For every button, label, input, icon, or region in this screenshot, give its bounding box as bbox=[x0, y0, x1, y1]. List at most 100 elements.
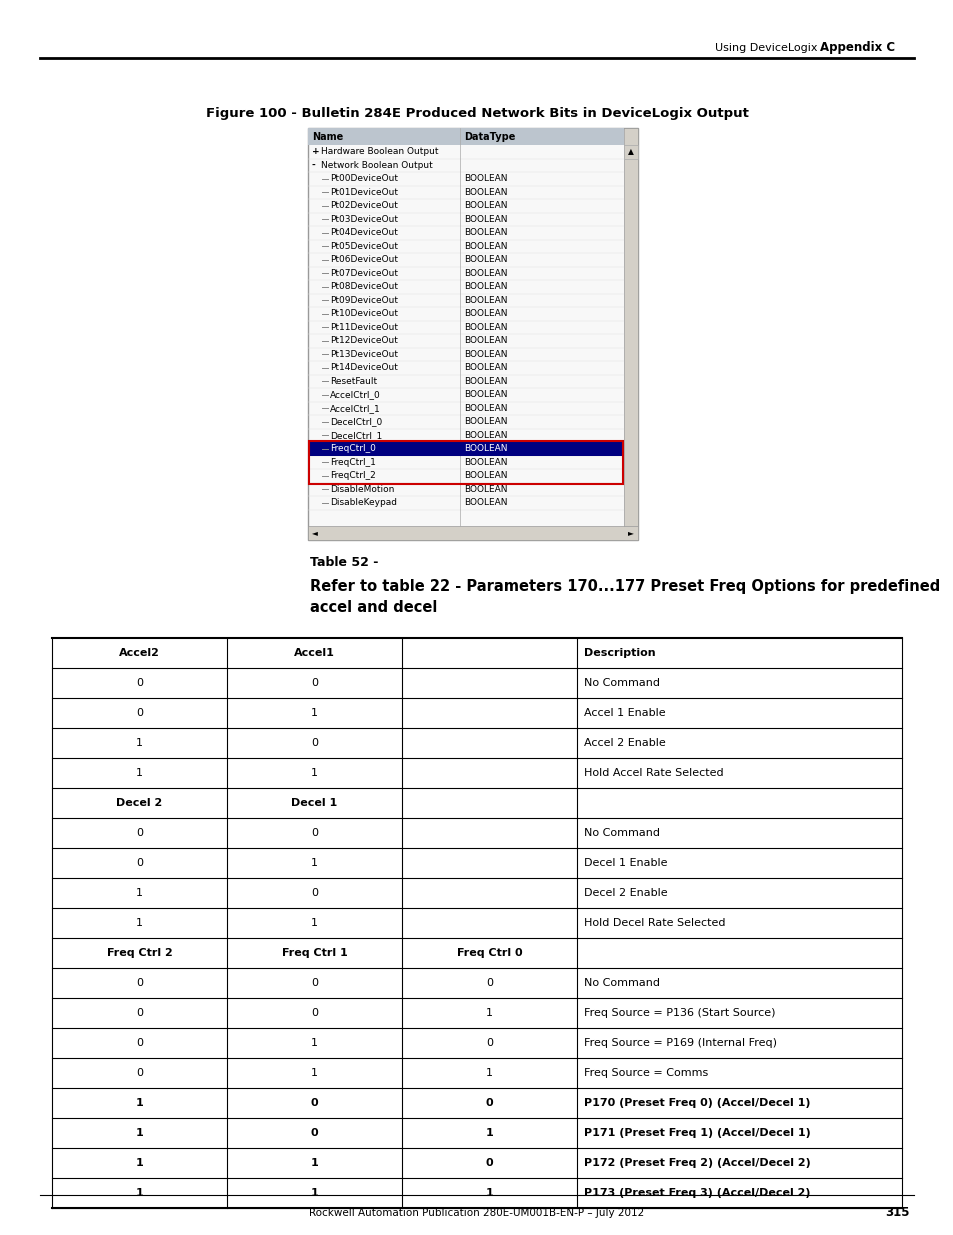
Text: BOOLEAN: BOOLEAN bbox=[463, 295, 507, 305]
Bar bbox=[308, 442, 623, 456]
Text: 0: 0 bbox=[311, 1098, 318, 1108]
Text: 0: 0 bbox=[136, 858, 143, 868]
Text: 1: 1 bbox=[311, 918, 317, 927]
Text: Pt12DeviceOut: Pt12DeviceOut bbox=[330, 336, 397, 346]
Bar bbox=[623, 128, 638, 540]
Text: BOOLEAN: BOOLEAN bbox=[463, 404, 507, 412]
Text: No Command: No Command bbox=[583, 827, 659, 839]
Text: Pt06DeviceOut: Pt06DeviceOut bbox=[330, 256, 397, 264]
Text: 0: 0 bbox=[311, 678, 317, 688]
Text: 0: 0 bbox=[136, 1037, 143, 1049]
Text: AccelCtrl_1: AccelCtrl_1 bbox=[330, 404, 380, 412]
Text: 1: 1 bbox=[135, 1158, 143, 1168]
Text: Pt04DeviceOut: Pt04DeviceOut bbox=[330, 228, 397, 237]
Text: BOOLEAN: BOOLEAN bbox=[463, 458, 507, 467]
Text: 1: 1 bbox=[485, 1128, 493, 1137]
Text: Freq Source = P169 (Internal Freq): Freq Source = P169 (Internal Freq) bbox=[583, 1037, 776, 1049]
Text: Pt03DeviceOut: Pt03DeviceOut bbox=[330, 215, 397, 224]
Text: Pt05DeviceOut: Pt05DeviceOut bbox=[330, 242, 397, 251]
Text: Table 52 -: Table 52 - bbox=[310, 556, 378, 568]
Text: accel and decel: accel and decel bbox=[310, 600, 436, 615]
Text: Pt13DeviceOut: Pt13DeviceOut bbox=[330, 350, 397, 358]
Text: BOOLEAN: BOOLEAN bbox=[463, 201, 507, 210]
Text: Decel 1: Decel 1 bbox=[291, 798, 337, 808]
Text: Figure 100 - Bulletin 284E Produced Network Bits in DeviceLogix Output: Figure 100 - Bulletin 284E Produced Netw… bbox=[205, 106, 748, 120]
Text: 0: 0 bbox=[136, 978, 143, 988]
Bar bbox=[623, 144, 638, 159]
Text: FreqCtrl_0: FreqCtrl_0 bbox=[330, 445, 375, 453]
Text: 0: 0 bbox=[136, 1068, 143, 1078]
Text: 0: 0 bbox=[136, 827, 143, 839]
Text: ►: ► bbox=[627, 529, 634, 537]
Text: ▲: ▲ bbox=[627, 147, 634, 157]
Text: BOOLEAN: BOOLEAN bbox=[463, 485, 507, 494]
Text: Decel 2: Decel 2 bbox=[116, 798, 162, 808]
Text: DisableMotion: DisableMotion bbox=[330, 485, 394, 494]
Text: Rockwell Automation Publication 280E-UM001B-EN-P – July 2012: Rockwell Automation Publication 280E-UM0… bbox=[309, 1208, 644, 1218]
Text: 1: 1 bbox=[136, 918, 143, 927]
Text: No Command: No Command bbox=[583, 978, 659, 988]
Text: 1: 1 bbox=[136, 739, 143, 748]
Text: BOOLEAN: BOOLEAN bbox=[463, 445, 507, 453]
Text: 1: 1 bbox=[135, 1188, 143, 1198]
Text: Using DeviceLogix: Using DeviceLogix bbox=[715, 43, 817, 53]
Text: 1: 1 bbox=[485, 1068, 493, 1078]
Text: 0: 0 bbox=[136, 708, 143, 718]
Text: AccelCtrl_0: AccelCtrl_0 bbox=[330, 390, 380, 399]
Text: +: + bbox=[312, 147, 319, 157]
Text: BOOLEAN: BOOLEAN bbox=[463, 309, 507, 319]
Text: Network Boolean Output: Network Boolean Output bbox=[320, 161, 433, 169]
Bar bbox=[309, 441, 622, 483]
Text: 0: 0 bbox=[136, 1008, 143, 1018]
Text: Pt07DeviceOut: Pt07DeviceOut bbox=[330, 269, 397, 278]
Text: 1: 1 bbox=[136, 888, 143, 898]
Text: BOOLEAN: BOOLEAN bbox=[463, 498, 507, 508]
Text: 1: 1 bbox=[135, 1098, 143, 1108]
Text: DisableKeypad: DisableKeypad bbox=[330, 498, 396, 508]
Text: Accel 1 Enable: Accel 1 Enable bbox=[583, 708, 665, 718]
Text: BOOLEAN: BOOLEAN bbox=[463, 363, 507, 372]
Text: BOOLEAN: BOOLEAN bbox=[463, 174, 507, 183]
Text: 0: 0 bbox=[485, 1158, 493, 1168]
Text: 0: 0 bbox=[311, 1008, 317, 1018]
Text: BOOLEAN: BOOLEAN bbox=[463, 215, 507, 224]
Text: DecelCtrl_1: DecelCtrl_1 bbox=[330, 431, 382, 440]
Text: 0: 0 bbox=[311, 827, 317, 839]
Bar bbox=[308, 128, 623, 144]
Text: 315: 315 bbox=[884, 1207, 909, 1219]
Text: BOOLEAN: BOOLEAN bbox=[463, 322, 507, 332]
Bar bbox=[308, 526, 638, 540]
Text: 1: 1 bbox=[311, 768, 317, 778]
Text: BOOLEAN: BOOLEAN bbox=[463, 269, 507, 278]
Text: 1: 1 bbox=[136, 768, 143, 778]
Bar bbox=[308, 128, 638, 540]
Text: 0: 0 bbox=[311, 1128, 318, 1137]
Text: 1: 1 bbox=[135, 1128, 143, 1137]
Text: Freq Ctrl 1: Freq Ctrl 1 bbox=[281, 948, 347, 958]
Text: Pt02DeviceOut: Pt02DeviceOut bbox=[330, 201, 397, 210]
Text: BOOLEAN: BOOLEAN bbox=[463, 390, 507, 399]
Text: Description: Description bbox=[583, 648, 655, 658]
Text: BOOLEAN: BOOLEAN bbox=[463, 377, 507, 385]
Text: Accel 2 Enable: Accel 2 Enable bbox=[583, 739, 665, 748]
Text: BOOLEAN: BOOLEAN bbox=[463, 256, 507, 264]
Text: BOOLEAN: BOOLEAN bbox=[463, 283, 507, 291]
Text: Pt11DeviceOut: Pt11DeviceOut bbox=[330, 322, 397, 332]
Text: 1: 1 bbox=[485, 1008, 493, 1018]
Text: BOOLEAN: BOOLEAN bbox=[463, 228, 507, 237]
Text: Freq Source = Comms: Freq Source = Comms bbox=[583, 1068, 707, 1078]
Text: Refer to table 22 - Parameters 170...177 Preset Freq Options for predefined: Refer to table 22 - Parameters 170...177… bbox=[310, 579, 940, 594]
Text: P170 (Preset Freq 0) (Accel/Decel 1): P170 (Preset Freq 0) (Accel/Decel 1) bbox=[583, 1098, 810, 1108]
Text: Pt14DeviceOut: Pt14DeviceOut bbox=[330, 363, 397, 372]
Text: BOOLEAN: BOOLEAN bbox=[463, 472, 507, 480]
Text: DataType: DataType bbox=[463, 131, 515, 142]
Text: Freq Ctrl 2: Freq Ctrl 2 bbox=[107, 948, 172, 958]
Text: BOOLEAN: BOOLEAN bbox=[463, 242, 507, 251]
Text: No Command: No Command bbox=[583, 678, 659, 688]
Text: BOOLEAN: BOOLEAN bbox=[463, 350, 507, 358]
Text: Pt00DeviceOut: Pt00DeviceOut bbox=[330, 174, 397, 183]
Text: -: - bbox=[312, 161, 315, 169]
Text: Accel2: Accel2 bbox=[119, 648, 160, 658]
Text: Pt09DeviceOut: Pt09DeviceOut bbox=[330, 295, 397, 305]
Text: 0: 0 bbox=[485, 1037, 493, 1049]
